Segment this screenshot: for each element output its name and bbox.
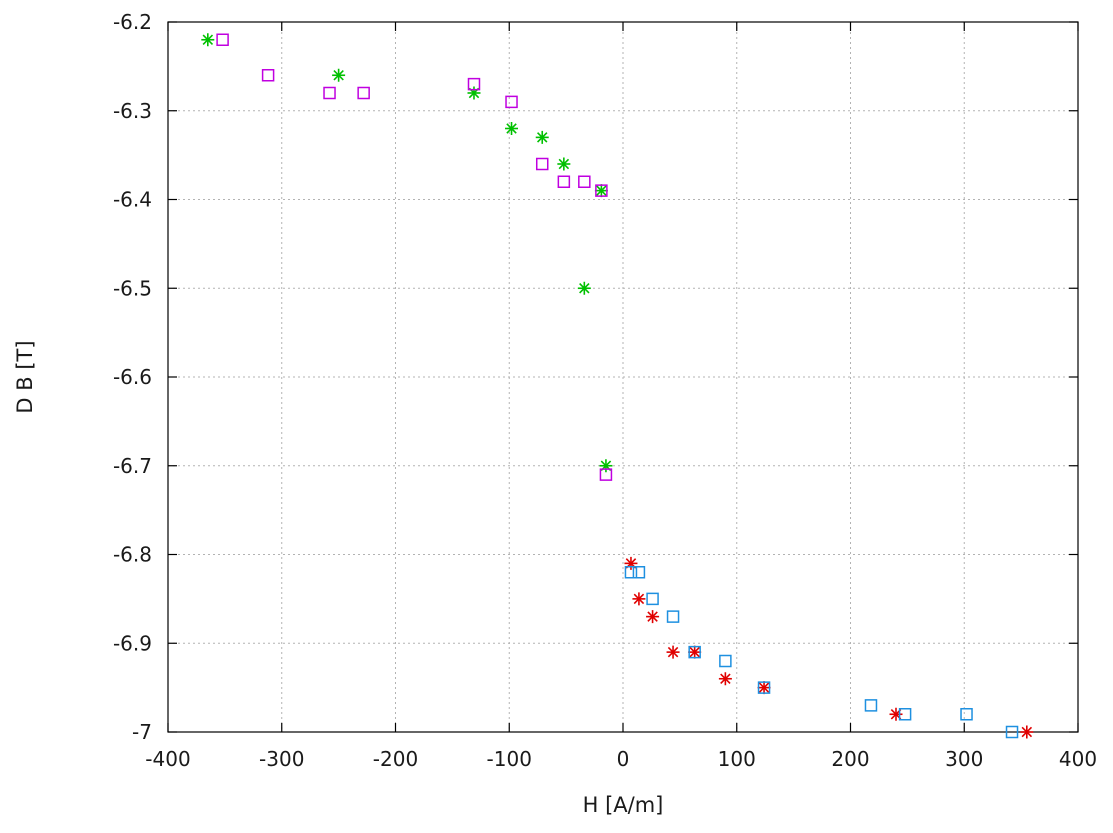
y-tick-labels: -7 -6.9 -6.8 -6.7 -6.6 -6.5 -6.4 -6.3 -6.2 — [113, 10, 152, 744]
x-tick-labels: -400 -300 -200 -100 0 100 200 300 400 — [145, 747, 1097, 771]
asterisk-marker-point — [632, 592, 646, 606]
asterisk-marker-point — [666, 645, 680, 659]
square-marker-point — [646, 592, 659, 606]
square-marker-point — [960, 708, 973, 721]
asterisk-marker-point — [201, 33, 215, 47]
asterisk-marker-point — [889, 707, 903, 721]
asterisk-marker-point — [594, 184, 608, 198]
square-marker-point — [719, 654, 732, 668]
square-marker-point — [505, 95, 518, 109]
x-tick-label: -100 — [487, 747, 532, 771]
y-tick-label: -6.6 — [113, 365, 152, 389]
y-tick-label: -7 — [132, 720, 152, 744]
square-marker-point — [578, 175, 591, 188]
square-marker-point — [216, 33, 229, 46]
y-tick-label: -6.8 — [113, 543, 152, 567]
asterisk-marker-point — [688, 645, 702, 659]
square-marker-point — [261, 69, 275, 82]
asterisk-marker-point — [505, 122, 519, 135]
asterisk-marker-point — [557, 157, 571, 171]
plot-frame — [167, 21, 1079, 733]
square-marker-point — [535, 157, 549, 171]
square-marker-point — [595, 184, 608, 197]
square-marker-point — [357, 86, 370, 100]
square-marker-point — [632, 566, 646, 579]
asterisk-marker-point — [718, 672, 732, 686]
y-tick-label: -6.7 — [113, 454, 152, 478]
square-marker-point — [688, 645, 701, 659]
asterisk-marker-point — [646, 610, 660, 624]
x-tick-label: 100 — [718, 747, 756, 771]
x-axis-title: H [A/m] — [583, 793, 664, 817]
square-marker-point — [898, 708, 912, 721]
asterisk-marker-point — [624, 556, 638, 570]
x-tick-label: 200 — [831, 747, 869, 771]
asterisk-marker-point — [599, 459, 613, 473]
asterisk-marker-point — [467, 86, 481, 100]
square-marker-point — [757, 681, 771, 694]
square-marker-point — [864, 699, 878, 712]
y-tick-label: -6.2 — [113, 10, 152, 34]
asterisk-marker-point — [1020, 725, 1034, 739]
asterisk-marker-point — [332, 68, 346, 82]
x-tick-label: 300 — [945, 747, 983, 771]
square-marker-point — [323, 86, 336, 100]
y-tick-label: -6.4 — [113, 188, 152, 212]
square-marker-point — [624, 566, 638, 579]
y-tick-label: -6.9 — [113, 631, 152, 655]
y-tick-label: -6.3 — [113, 99, 152, 123]
x-tick-label: -200 — [373, 747, 418, 771]
square-marker-point — [557, 175, 571, 188]
y-axis-title: D B [T] — [13, 340, 37, 413]
asterisk-marker-point — [577, 281, 591, 295]
x-tick-label: -400 — [145, 747, 190, 771]
square-marker-point — [1005, 725, 1019, 739]
x-tick-label: 400 — [1059, 747, 1097, 771]
x-tick-label: -300 — [259, 747, 304, 771]
asterisk-marker-point — [535, 130, 549, 144]
y-tick-label: -6.5 — [113, 276, 152, 300]
asterisk-marker-point — [757, 681, 771, 695]
data-points — [201, 33, 1034, 739]
x-tick-label: 0 — [617, 747, 630, 771]
square-marker-point — [666, 610, 680, 623]
grid — [168, 22, 1078, 732]
square-marker-point — [467, 77, 481, 91]
square-marker-point — [599, 468, 613, 481]
